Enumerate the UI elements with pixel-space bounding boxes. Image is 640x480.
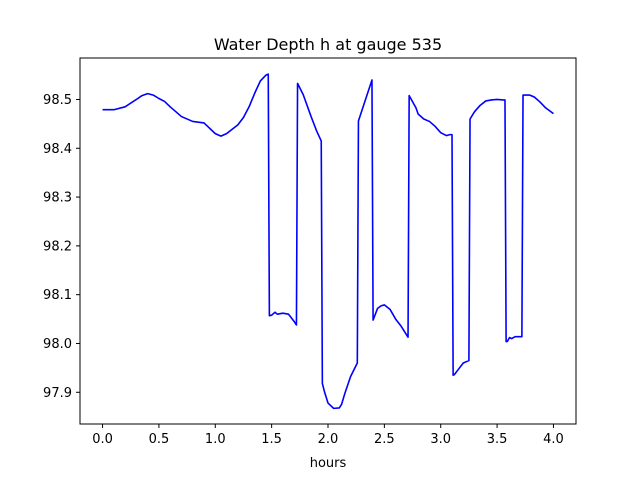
- x-tick-label: 3.5: [487, 432, 508, 447]
- x-tick-label: 2.5: [374, 432, 395, 447]
- x-axis-label: hours: [310, 456, 347, 471]
- y-tick-label: 98.2: [43, 239, 72, 254]
- x-tick-label: 1.5: [261, 432, 282, 447]
- x-tick-label: 4.0: [543, 432, 564, 447]
- y-tick-label: 98.4: [43, 142, 72, 157]
- y-tick-label: 98.1: [43, 288, 72, 303]
- y-tick-label: 98.3: [43, 191, 72, 206]
- x-tick-label: 1.0: [205, 432, 226, 447]
- axes-frame: [79, 57, 577, 425]
- y-tick-label: 98.5: [43, 93, 72, 108]
- chart-title: Water Depth h at gauge 535: [214, 35, 442, 54]
- x-axis-ticks: 0.0 0.5 1.0 1.5 2.0 2.5 3.0 3.5 4.0: [92, 424, 564, 447]
- y-axis-ticks: 97.9 98.0 98.1 98.2 98.3 98.4 98.5: [43, 93, 80, 401]
- y-tick-label: 98.0: [43, 337, 72, 352]
- x-tick-label: 0.0: [92, 432, 113, 447]
- series-line-0: [102, 73, 554, 410]
- plot-area: [102, 73, 554, 410]
- y-tick-label: 97.9: [43, 386, 72, 401]
- x-tick-label: 0.5: [149, 432, 170, 447]
- x-tick-label: 2.0: [318, 432, 339, 447]
- x-tick-label: 3.0: [430, 432, 451, 447]
